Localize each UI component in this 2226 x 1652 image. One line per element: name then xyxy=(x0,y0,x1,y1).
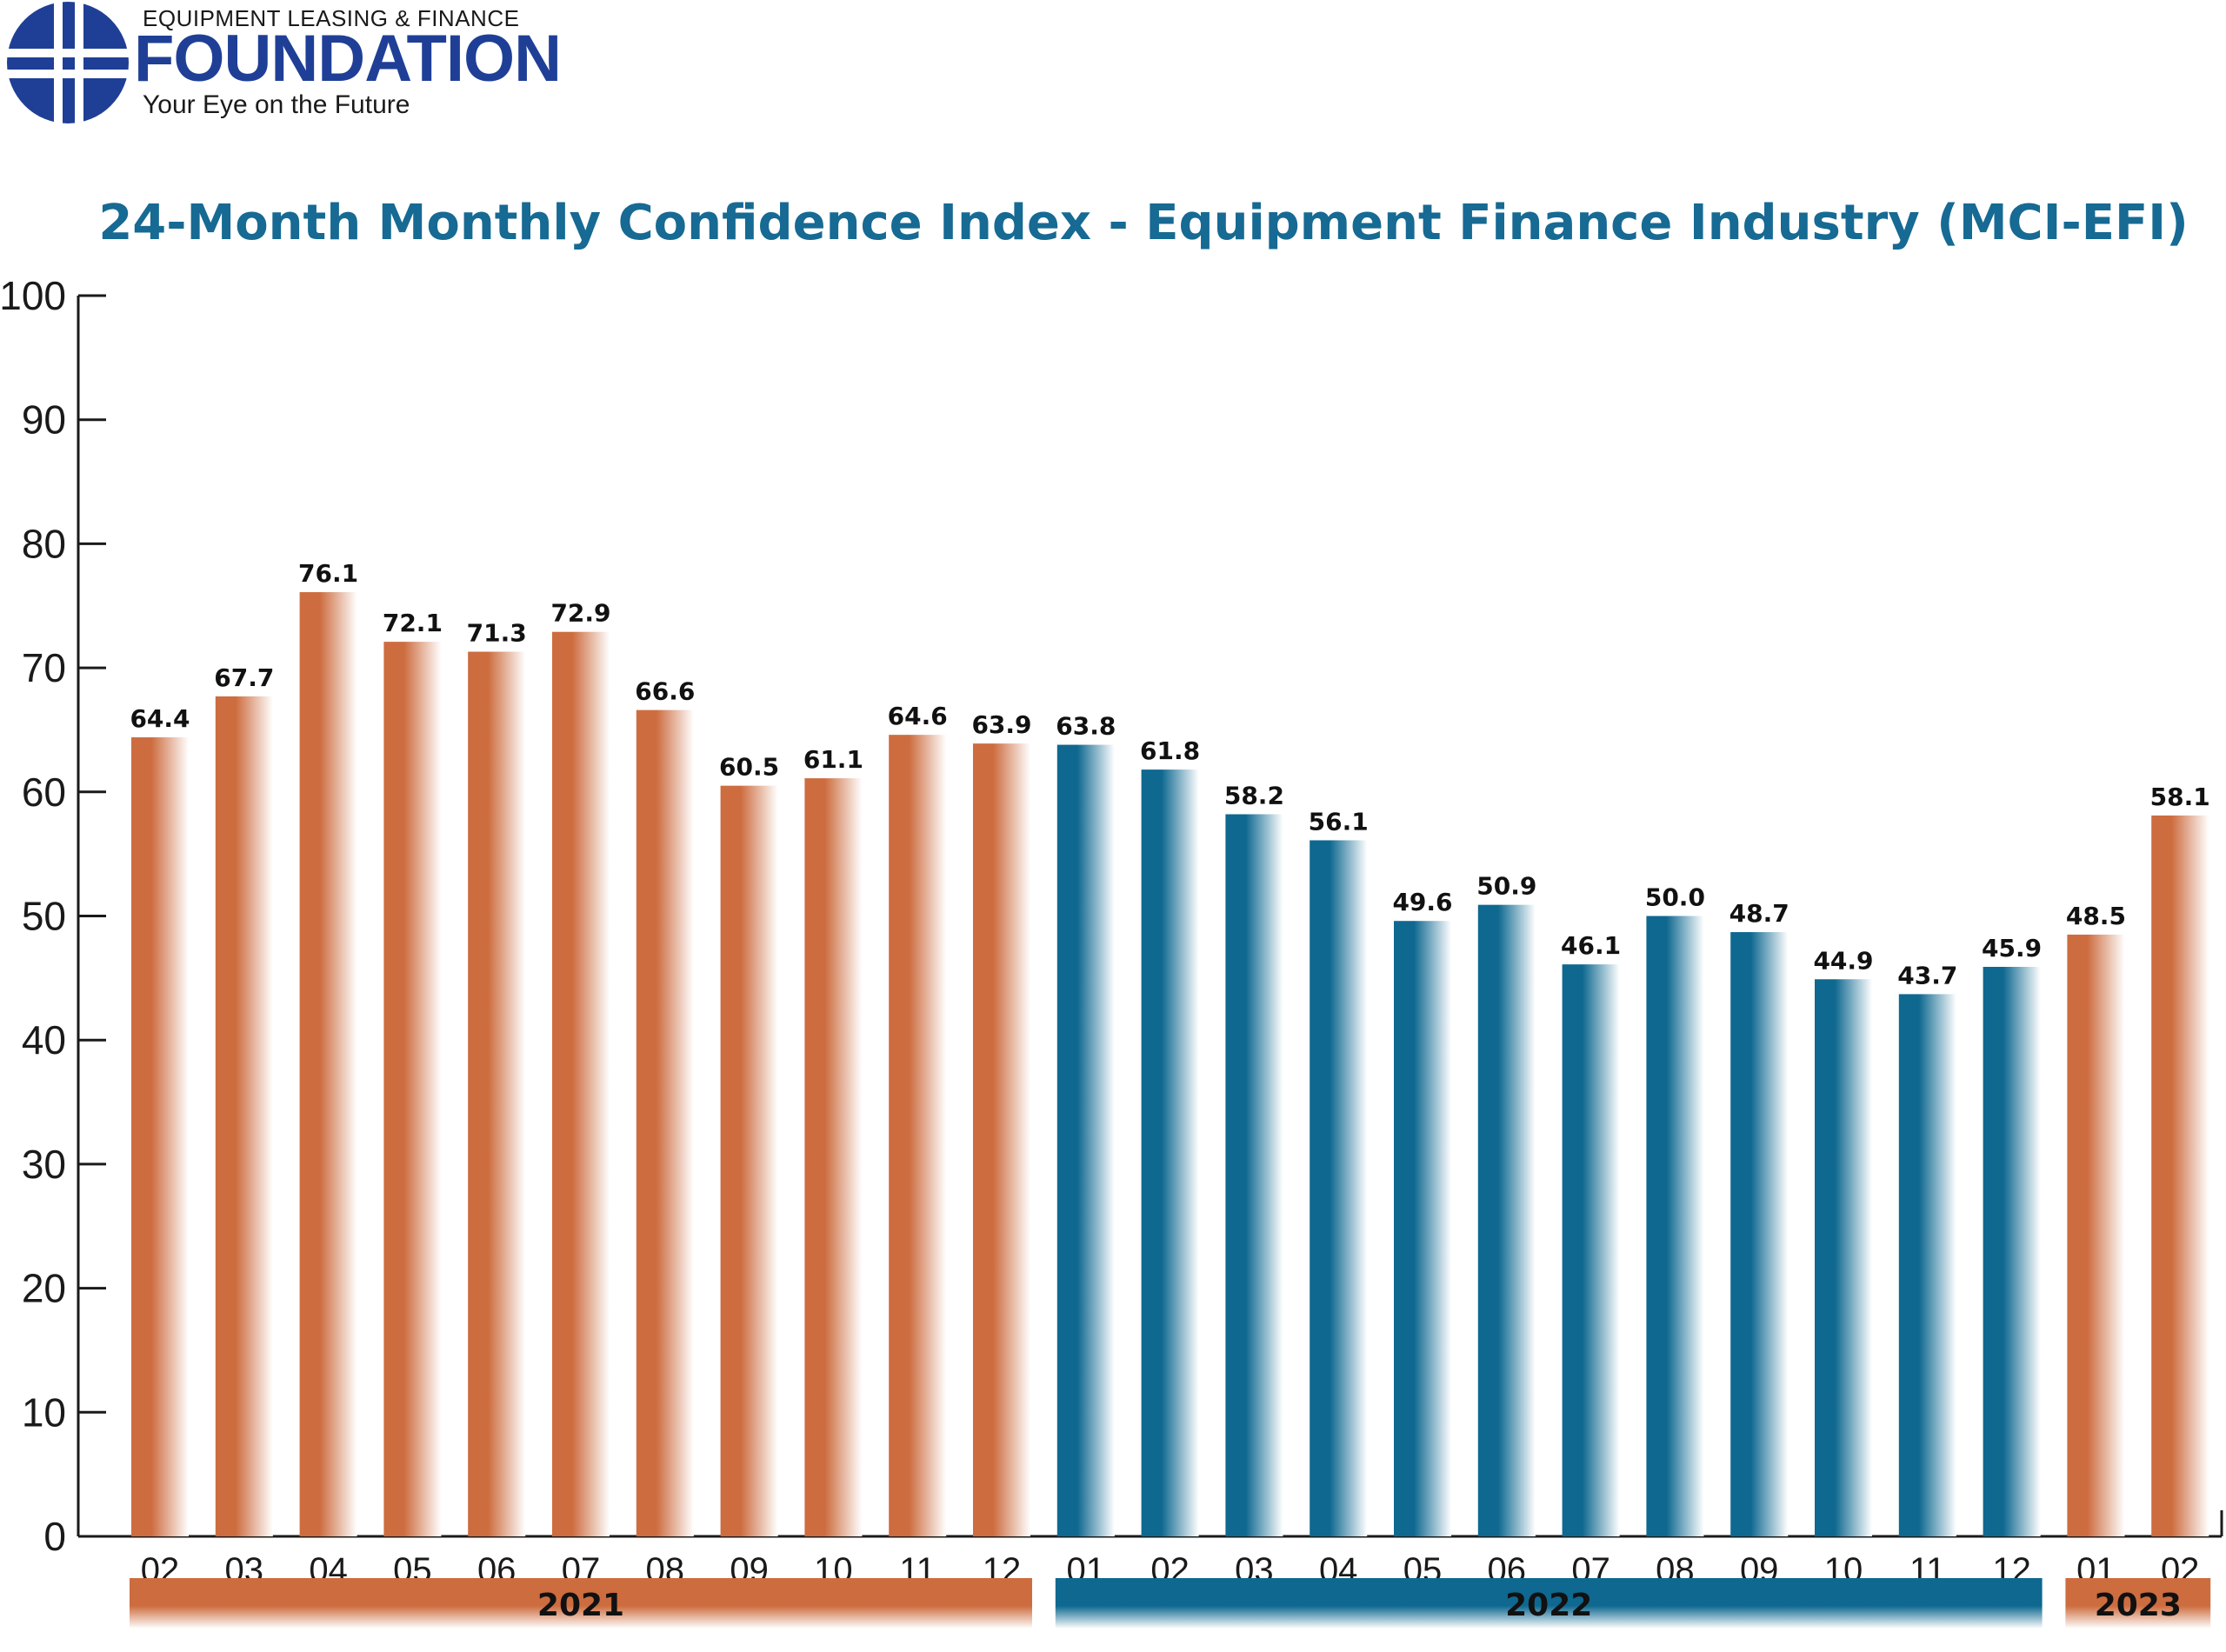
bar xyxy=(2067,934,2125,1536)
bar-value-label: 44.9 xyxy=(1813,946,1873,975)
y-tick-label: 30 xyxy=(22,1142,66,1187)
y-tick-label: 0 xyxy=(43,1514,66,1559)
bar-value-label: 66.6 xyxy=(635,677,695,706)
bar xyxy=(973,743,1030,1536)
bar xyxy=(1898,994,1956,1536)
bar-value-label: 76.1 xyxy=(298,559,358,588)
bar-value-label: 58.1 xyxy=(2150,783,2210,811)
bar xyxy=(2151,815,2209,1536)
bar-value-label: 64.6 xyxy=(888,702,948,730)
bar-value-label: 56.1 xyxy=(1309,807,1369,836)
y-tick-label: 60 xyxy=(22,769,66,815)
bar-value-label: 48.5 xyxy=(2066,902,2126,930)
year-band-label: 2022 xyxy=(1505,1588,1592,1623)
bar-value-label: 63.9 xyxy=(971,710,1031,739)
y-tick-label: 50 xyxy=(22,894,66,939)
bar xyxy=(1562,964,1620,1536)
bar xyxy=(215,696,273,1536)
bar xyxy=(1056,744,1115,1536)
year-band xyxy=(130,1578,1032,1629)
bar xyxy=(1141,769,1199,1536)
bar-value-label: 61.8 xyxy=(1140,736,1200,765)
bar xyxy=(1310,840,1368,1536)
year-band-label: 2023 xyxy=(2095,1588,2182,1623)
bar xyxy=(131,737,189,1536)
bar xyxy=(1730,932,1789,1536)
bar xyxy=(299,592,357,1536)
bar-value-label: 67.7 xyxy=(214,663,274,692)
bar xyxy=(1646,916,1704,1536)
bar-value-label: 50.0 xyxy=(1645,883,1705,912)
bar-value-label: 58.2 xyxy=(1224,781,1284,809)
y-tick-label: 80 xyxy=(22,521,66,566)
globe-icon xyxy=(7,2,129,123)
y-tick-label: 90 xyxy=(22,397,66,443)
bar xyxy=(468,651,526,1536)
logo-tagline: Your Eye on the Future xyxy=(143,90,410,119)
bar xyxy=(889,735,947,1536)
bar xyxy=(1477,904,1536,1536)
year-bands: 2021 2022 2023 xyxy=(130,1578,2211,1629)
bar-value-label: 72.9 xyxy=(550,599,610,628)
year-band-label: 2021 xyxy=(537,1588,624,1623)
bar-value-label: 46.1 xyxy=(1561,931,1621,960)
bar-value-label: 49.6 xyxy=(1392,888,1452,916)
bar xyxy=(552,631,610,1536)
bar xyxy=(1815,979,1872,1536)
bar-value-label: 45.9 xyxy=(1982,934,2042,963)
y-tick-label: 100 xyxy=(0,273,66,318)
bar-value-label: 50.9 xyxy=(1476,872,1536,901)
bar xyxy=(1983,967,2041,1536)
y-tick-label: 70 xyxy=(22,645,66,690)
bar-value-label: 71.3 xyxy=(467,619,527,648)
chart-title: 24-Month Monthly Confidence Index - Equi… xyxy=(98,195,2188,251)
y-tick-label: 20 xyxy=(22,1266,66,1311)
bar xyxy=(804,778,863,1536)
bar-value-label: 64.4 xyxy=(130,704,190,733)
bar-value-label: 48.7 xyxy=(1729,899,1789,928)
bar xyxy=(1394,921,1451,1536)
bar xyxy=(383,642,442,1536)
bar-value-label: 60.5 xyxy=(719,753,779,782)
bar xyxy=(1225,814,1283,1536)
bar xyxy=(636,709,694,1536)
bar xyxy=(720,785,778,1536)
y-tick-label: 40 xyxy=(22,1017,66,1062)
bars-group: 64.4 67.7 76.1 72.1 71.3 72.9 66.6 60.5 61.1 64.6… xyxy=(130,559,2210,1536)
bar-value-label: 43.7 xyxy=(1897,961,1957,989)
year-band xyxy=(2065,1578,2211,1629)
y-tick-label: 10 xyxy=(22,1389,66,1435)
logo-top-line: EQUIPMENT LEASING & FINANCE xyxy=(143,5,520,31)
bar-value-label: 61.1 xyxy=(803,745,863,774)
logo-main-text: FOUNDATION xyxy=(134,22,562,96)
foundation-logo: EQUIPMENT LEASING & FINANCE FOUNDATION Y… xyxy=(3,0,595,130)
bar-value-label: 72.1 xyxy=(383,609,443,637)
bar-value-label: 63.8 xyxy=(1056,712,1116,741)
year-band xyxy=(1055,1578,2043,1629)
